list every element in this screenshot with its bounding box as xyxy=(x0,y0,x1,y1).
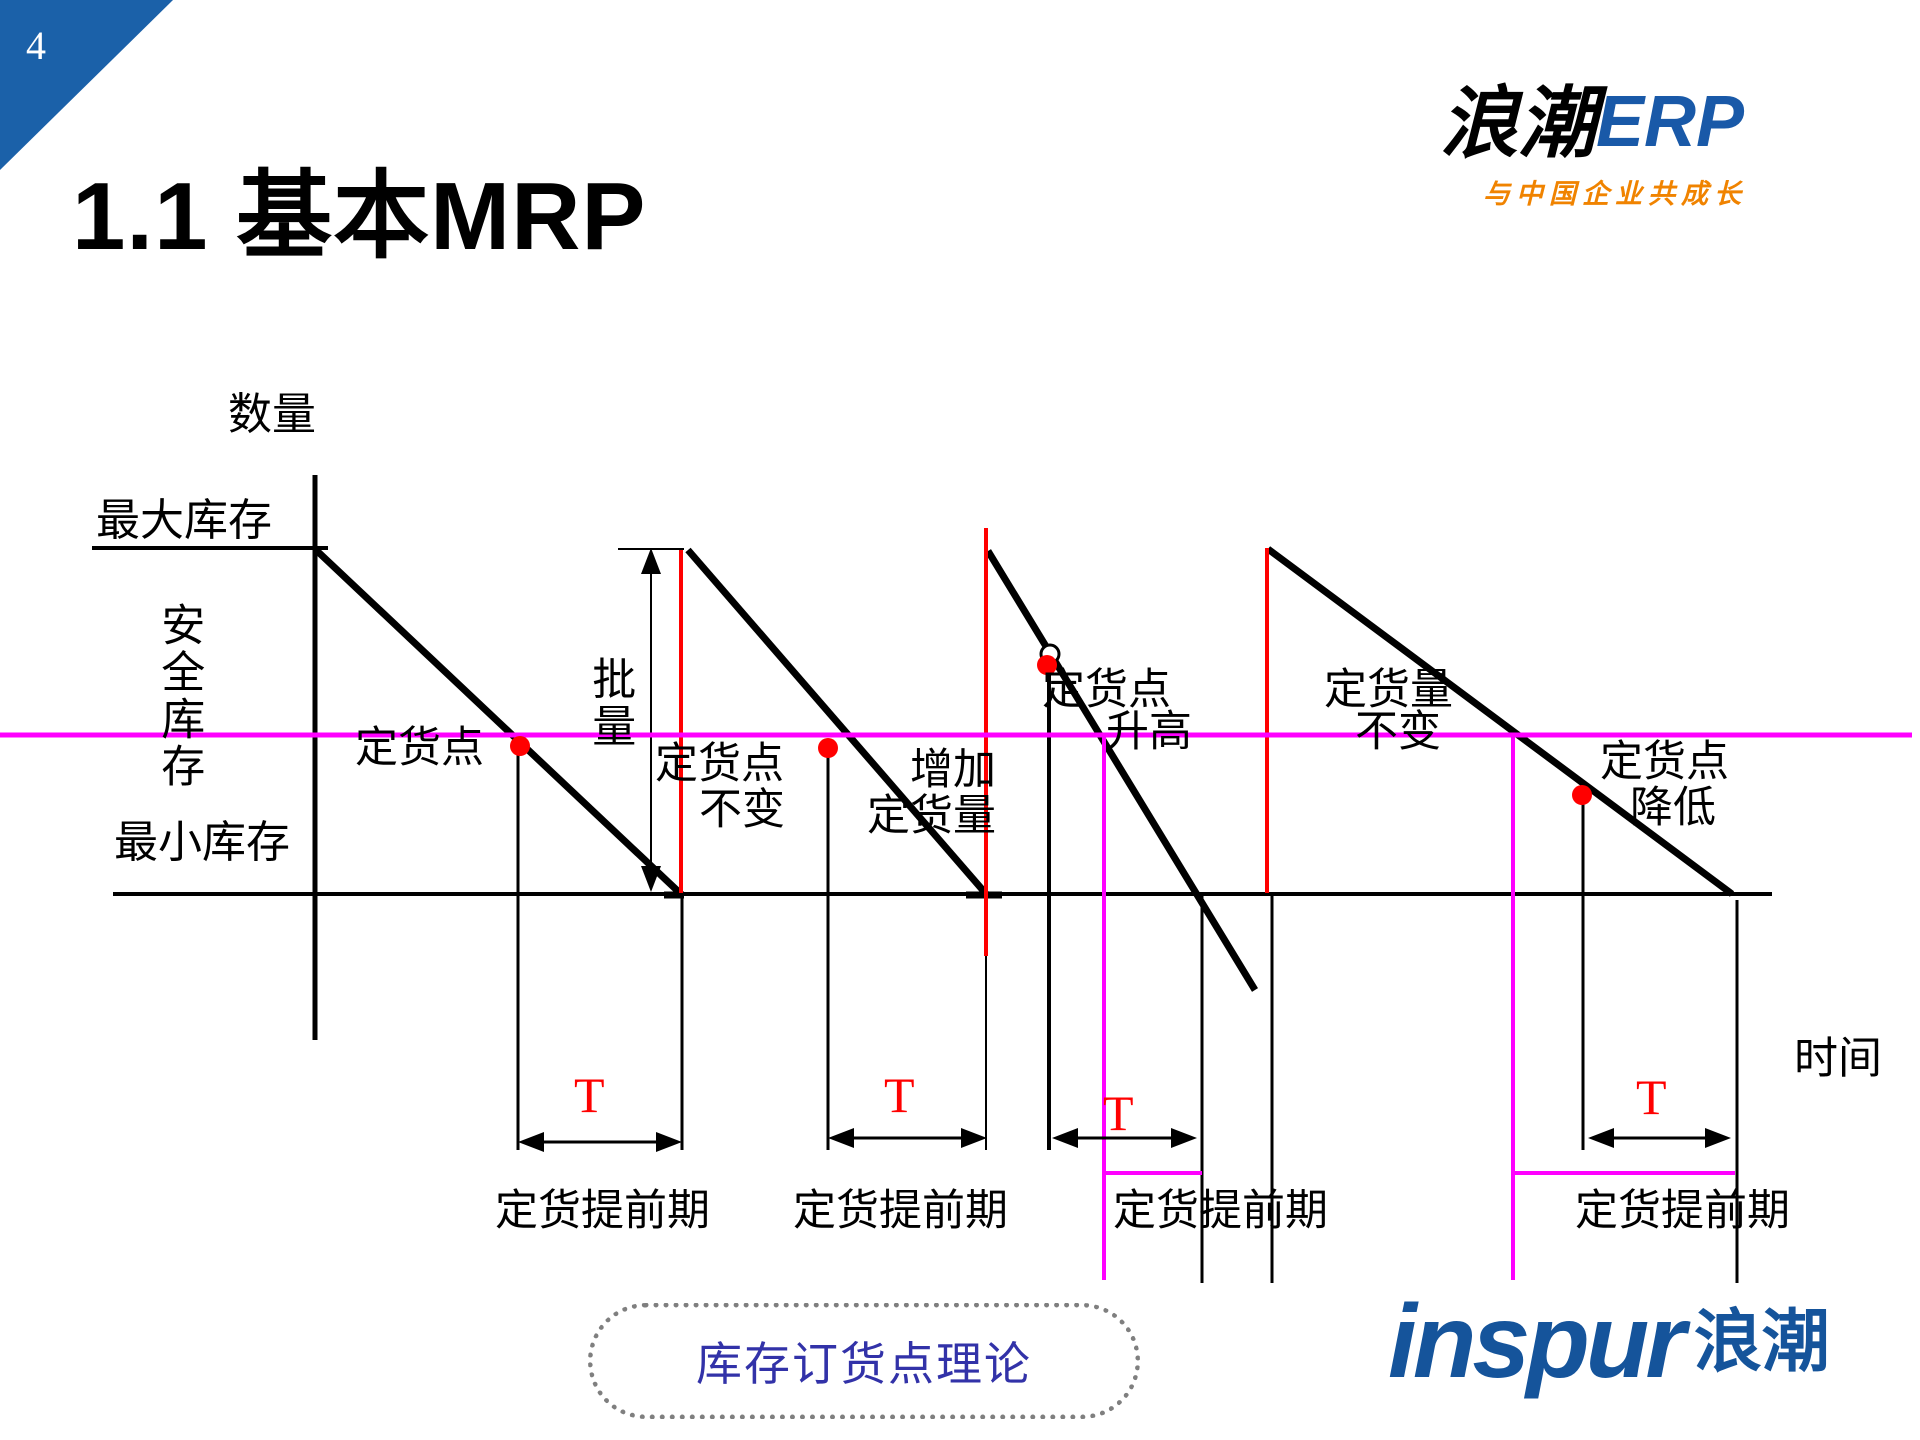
t-arrow-4-right-head xyxy=(1705,1128,1731,1148)
t-arrow-1-right-head xyxy=(656,1132,682,1152)
lead-time-arrows xyxy=(518,1128,1731,1152)
max-inventory-label: 最大库存 xyxy=(96,496,272,545)
t-arrow-3-right-head xyxy=(1171,1128,1197,1148)
annotation-reorder-unchanged-2: 不变 xyxy=(699,787,785,834)
y-axis-label: 数量 xyxy=(228,390,316,439)
batch-arrow xyxy=(618,548,684,892)
batch-quantity-label: 批量 xyxy=(585,656,635,750)
reorder-dot-1 xyxy=(510,736,530,756)
lead-time-label-4: 定货提前期 xyxy=(1575,1188,1790,1235)
annotation-reorder-lower-2: 降低 xyxy=(1630,785,1716,832)
t-arrow-3-left-head xyxy=(1052,1128,1078,1148)
order-point-level xyxy=(0,732,1912,1280)
lead-time-label-2: 定货提前期 xyxy=(793,1188,1008,1235)
lead-time-t-2: T xyxy=(884,1067,915,1123)
annotation-increase-order-1: 增加 xyxy=(910,747,996,794)
t-arrow-2-left-head xyxy=(828,1128,854,1148)
theory-caption: 库存订货点理论 xyxy=(696,1339,1032,1390)
annotation-reorder-rise-2: 升高 xyxy=(1106,709,1192,756)
logo-langchao-text: 浪潮 xyxy=(1440,79,1597,167)
batch-arrow-head-down xyxy=(641,866,661,892)
reorder-point-markers xyxy=(510,643,1592,805)
logo-erp-text: ERP xyxy=(1596,82,1745,162)
lead-time-label-1: 定货提前期 xyxy=(495,1188,710,1235)
inventory-cycle-2 xyxy=(685,547,990,898)
logo-inspur-text: inspur xyxy=(1388,1284,1686,1400)
annotation-qty-unchanged-1: 定货量 xyxy=(1324,667,1453,714)
axes xyxy=(92,475,1772,1040)
sawtooth-lines xyxy=(312,546,1735,992)
inventory-cycle-3 xyxy=(985,549,1258,992)
lead-time-t-3: T xyxy=(1103,1085,1134,1141)
batch-arrow-head-up xyxy=(641,548,661,574)
lead-time-t-4: T xyxy=(1636,1069,1667,1125)
logo-tagline: 与中国企业共成长 xyxy=(1483,179,1747,209)
annotation-qty-unchanged-2: 不变 xyxy=(1355,709,1441,756)
lead-time-t-1: T xyxy=(574,1067,605,1123)
annotation-reorder-rise-1: 定货点 xyxy=(1042,667,1171,714)
reorder-dot-3 xyxy=(1037,655,1057,675)
annotation-reorder-lower-1: 定货点 xyxy=(1600,739,1729,786)
logo-inspur-cn-text: 浪潮 xyxy=(1693,1304,1830,1380)
inventory-cycle-4 xyxy=(1265,546,1735,897)
x-axis-label: 时间 xyxy=(1794,1034,1882,1083)
min-inventory-label: 最小库存 xyxy=(114,818,290,867)
page-title: 1.1 基本MRP xyxy=(72,163,647,270)
t-arrow-1-left-head xyxy=(518,1132,544,1152)
inventory-cycle-1 xyxy=(312,546,685,898)
t-arrow-2-right-head xyxy=(961,1128,987,1148)
page-number: 4 xyxy=(26,23,46,68)
annotation-reorder-unchanged-1: 定货点 xyxy=(655,741,784,788)
logo-langchao-erp: 浪潮 ERP xyxy=(1440,84,1744,162)
logo-inspur: inspur 浪潮 xyxy=(1388,1290,1830,1394)
replenishment-lines xyxy=(679,528,1269,956)
annotation-increase-order-2: 定货量 xyxy=(867,793,996,840)
safety-stock-label: 安全库存 xyxy=(154,602,204,790)
theory-callout-box: 库存订货点理论 xyxy=(588,1303,1140,1419)
reorder-dot-4 xyxy=(1572,785,1592,805)
t-arrow-4-left-head xyxy=(1588,1128,1614,1148)
annotation-reorder-point: 定货点 xyxy=(355,725,484,772)
reorder-dot-2 xyxy=(818,738,838,758)
droplines xyxy=(516,663,1739,1283)
lead-time-label-3: 定货提前期 xyxy=(1113,1188,1328,1235)
